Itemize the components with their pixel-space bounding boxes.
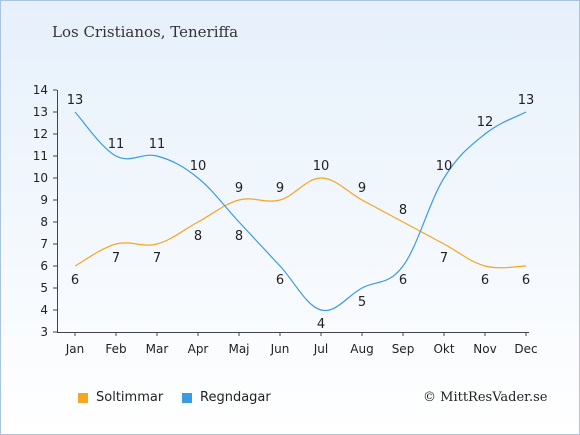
data-label-soltimmar: 7 xyxy=(440,251,448,266)
data-label-soltimmar: 6 xyxy=(481,273,489,288)
y-tick-label: 14 xyxy=(33,83,48,97)
data-label-regndagar: 6 xyxy=(276,273,284,288)
data-label-regndagar: 5 xyxy=(358,295,366,310)
data-label-regndagar: 8 xyxy=(235,229,243,244)
x-tick-label: Jun xyxy=(270,342,290,356)
y-tick-label: 11 xyxy=(33,149,48,163)
x-tick-label: Apr xyxy=(188,342,209,356)
legend-swatch-soltimmar xyxy=(78,392,88,403)
legend-item-regndagar: Regndagar xyxy=(182,390,271,405)
data-label-regndagar: 13 xyxy=(67,93,84,108)
data-label-soltimmar: 10 xyxy=(313,159,330,174)
data-label-soltimmar: 9 xyxy=(276,181,284,196)
series-line-regndagar xyxy=(74,111,527,312)
line-chart: 3 4 5 6 7 8 9 10 11 12 13 14 Jan Feb Mar Apr Maj Jun Jul A… xyxy=(33,83,538,356)
data-label-soltimmar: 9 xyxy=(358,181,366,196)
y-tick-label: 4 xyxy=(40,303,48,317)
copyright-text: © MittResVader.se xyxy=(423,390,548,405)
legend-label-soltimmar: Soltimmar xyxy=(96,390,164,405)
data-label-soltimmar: 7 xyxy=(153,251,161,266)
x-tick-label: Jan xyxy=(65,342,85,356)
chart-title: Los Cristianos, Teneriffa xyxy=(52,23,239,41)
y-tick-label: 5 xyxy=(40,281,48,295)
series-line-soltimmar xyxy=(74,177,527,269)
x-tick-label: Aug xyxy=(350,342,373,356)
data-label-soltimmar: 8 xyxy=(194,229,202,244)
data-label-soltimmar: 6 xyxy=(522,273,530,288)
x-tick-label: Sep xyxy=(392,342,415,356)
y-tick-label: 6 xyxy=(40,259,48,273)
x-tick-label: Feb xyxy=(105,342,126,356)
y-tick-label: 10 xyxy=(33,171,48,185)
data-label-regndagar: 10 xyxy=(190,159,207,174)
x-ticks: Jan Feb Mar Apr Maj Jun Jul Aug Sep Okt Nov Dec xyxy=(65,332,538,356)
data-label-soltimmar: 9 xyxy=(235,181,243,196)
y-tick-label: 8 xyxy=(40,215,48,229)
legend-swatch-regndagar xyxy=(182,392,192,403)
data-label-regndagar: 6 xyxy=(399,273,407,288)
x-tick-label: Okt xyxy=(433,342,454,356)
y-ticks: 3 4 5 6 7 8 9 10 11 12 13 14 xyxy=(33,83,57,339)
data-labels: 6 7 7 8 9 9 10 9 8 7 6 6 13 11 11 10 8 6 4 5 6 10 12 13 xyxy=(67,93,535,332)
y-tick-label: 3 xyxy=(40,325,48,339)
x-tick-label: Maj xyxy=(228,342,249,356)
y-tick-label: 9 xyxy=(40,193,48,207)
data-label-regndagar: 13 xyxy=(518,93,535,108)
data-label-soltimmar: 6 xyxy=(71,273,79,288)
x-tick-label: Dec xyxy=(514,342,537,356)
y-tick-label: 12 xyxy=(33,127,48,141)
legend-item-soltimmar: Soltimmar xyxy=(78,390,163,405)
legend-label-regndagar: Regndagar xyxy=(200,390,271,405)
data-label-regndagar: 11 xyxy=(149,137,166,152)
y-tick-label: 13 xyxy=(33,105,48,119)
data-label-regndagar: 12 xyxy=(477,115,494,130)
x-tick-label: Nov xyxy=(473,342,496,356)
data-label-soltimmar: 8 xyxy=(399,203,407,218)
x-tick-label: Jul xyxy=(313,342,328,356)
data-label-regndagar: 10 xyxy=(436,159,453,174)
data-label-soltimmar: 7 xyxy=(112,251,120,266)
series-layer xyxy=(74,111,527,312)
data-label-regndagar: 4 xyxy=(317,317,325,332)
x-tick-label: Mar xyxy=(146,342,169,356)
y-tick-label: 7 xyxy=(40,237,48,251)
data-label-regndagar: 11 xyxy=(108,137,125,152)
